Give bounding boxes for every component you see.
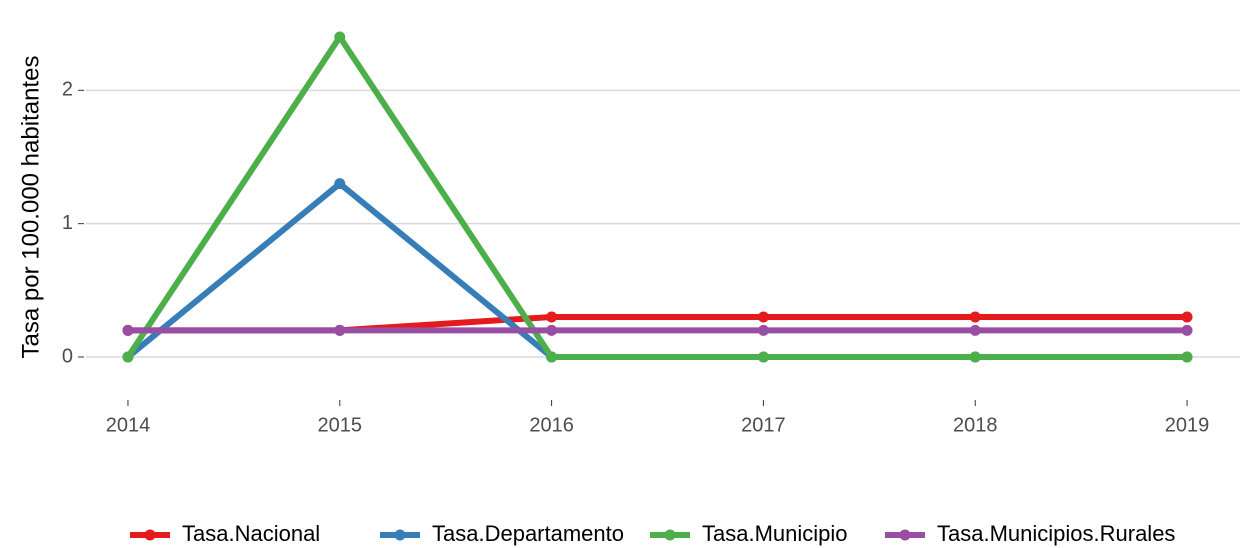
point <box>122 324 134 336</box>
point <box>1181 311 1193 323</box>
legend-point <box>144 529 156 541</box>
legend-label: Tasa.Municipios.Rurales <box>937 521 1175 546</box>
x-tick-label: 2019 <box>1165 414 1210 436</box>
point <box>969 324 981 336</box>
legend-label: Tasa.Nacional <box>182 521 320 546</box>
point <box>757 324 769 336</box>
point <box>546 311 558 323</box>
x-tick-label: 2017 <box>741 414 786 436</box>
y-tick-label: 2 <box>62 79 73 101</box>
point <box>1181 324 1193 336</box>
y-axis-label: Tasa por 100.000 habitantes <box>17 56 44 359</box>
point <box>122 351 134 363</box>
point <box>969 311 981 323</box>
point <box>334 178 346 190</box>
legend-point <box>899 529 911 541</box>
legend-label: Tasa.Municipio <box>702 521 848 546</box>
point <box>334 31 346 43</box>
legend-point <box>394 529 406 541</box>
x-tick-label: 2016 <box>529 414 574 436</box>
point <box>757 351 769 363</box>
point <box>969 351 981 363</box>
x-tick-label: 2015 <box>318 414 363 436</box>
point <box>546 351 558 363</box>
x-tick-label: 2014 <box>106 414 151 436</box>
x-tick-label: 2018 <box>953 414 998 436</box>
point <box>334 324 346 336</box>
point <box>1181 351 1193 363</box>
y-tick-label: 0 <box>62 345 73 367</box>
y-tick-label: 1 <box>62 212 73 234</box>
point <box>757 311 769 323</box>
legend-label: Tasa.Departamento <box>432 521 624 546</box>
series-line <box>125 34 1188 360</box>
point <box>546 324 558 336</box>
legend-point <box>664 529 676 541</box>
